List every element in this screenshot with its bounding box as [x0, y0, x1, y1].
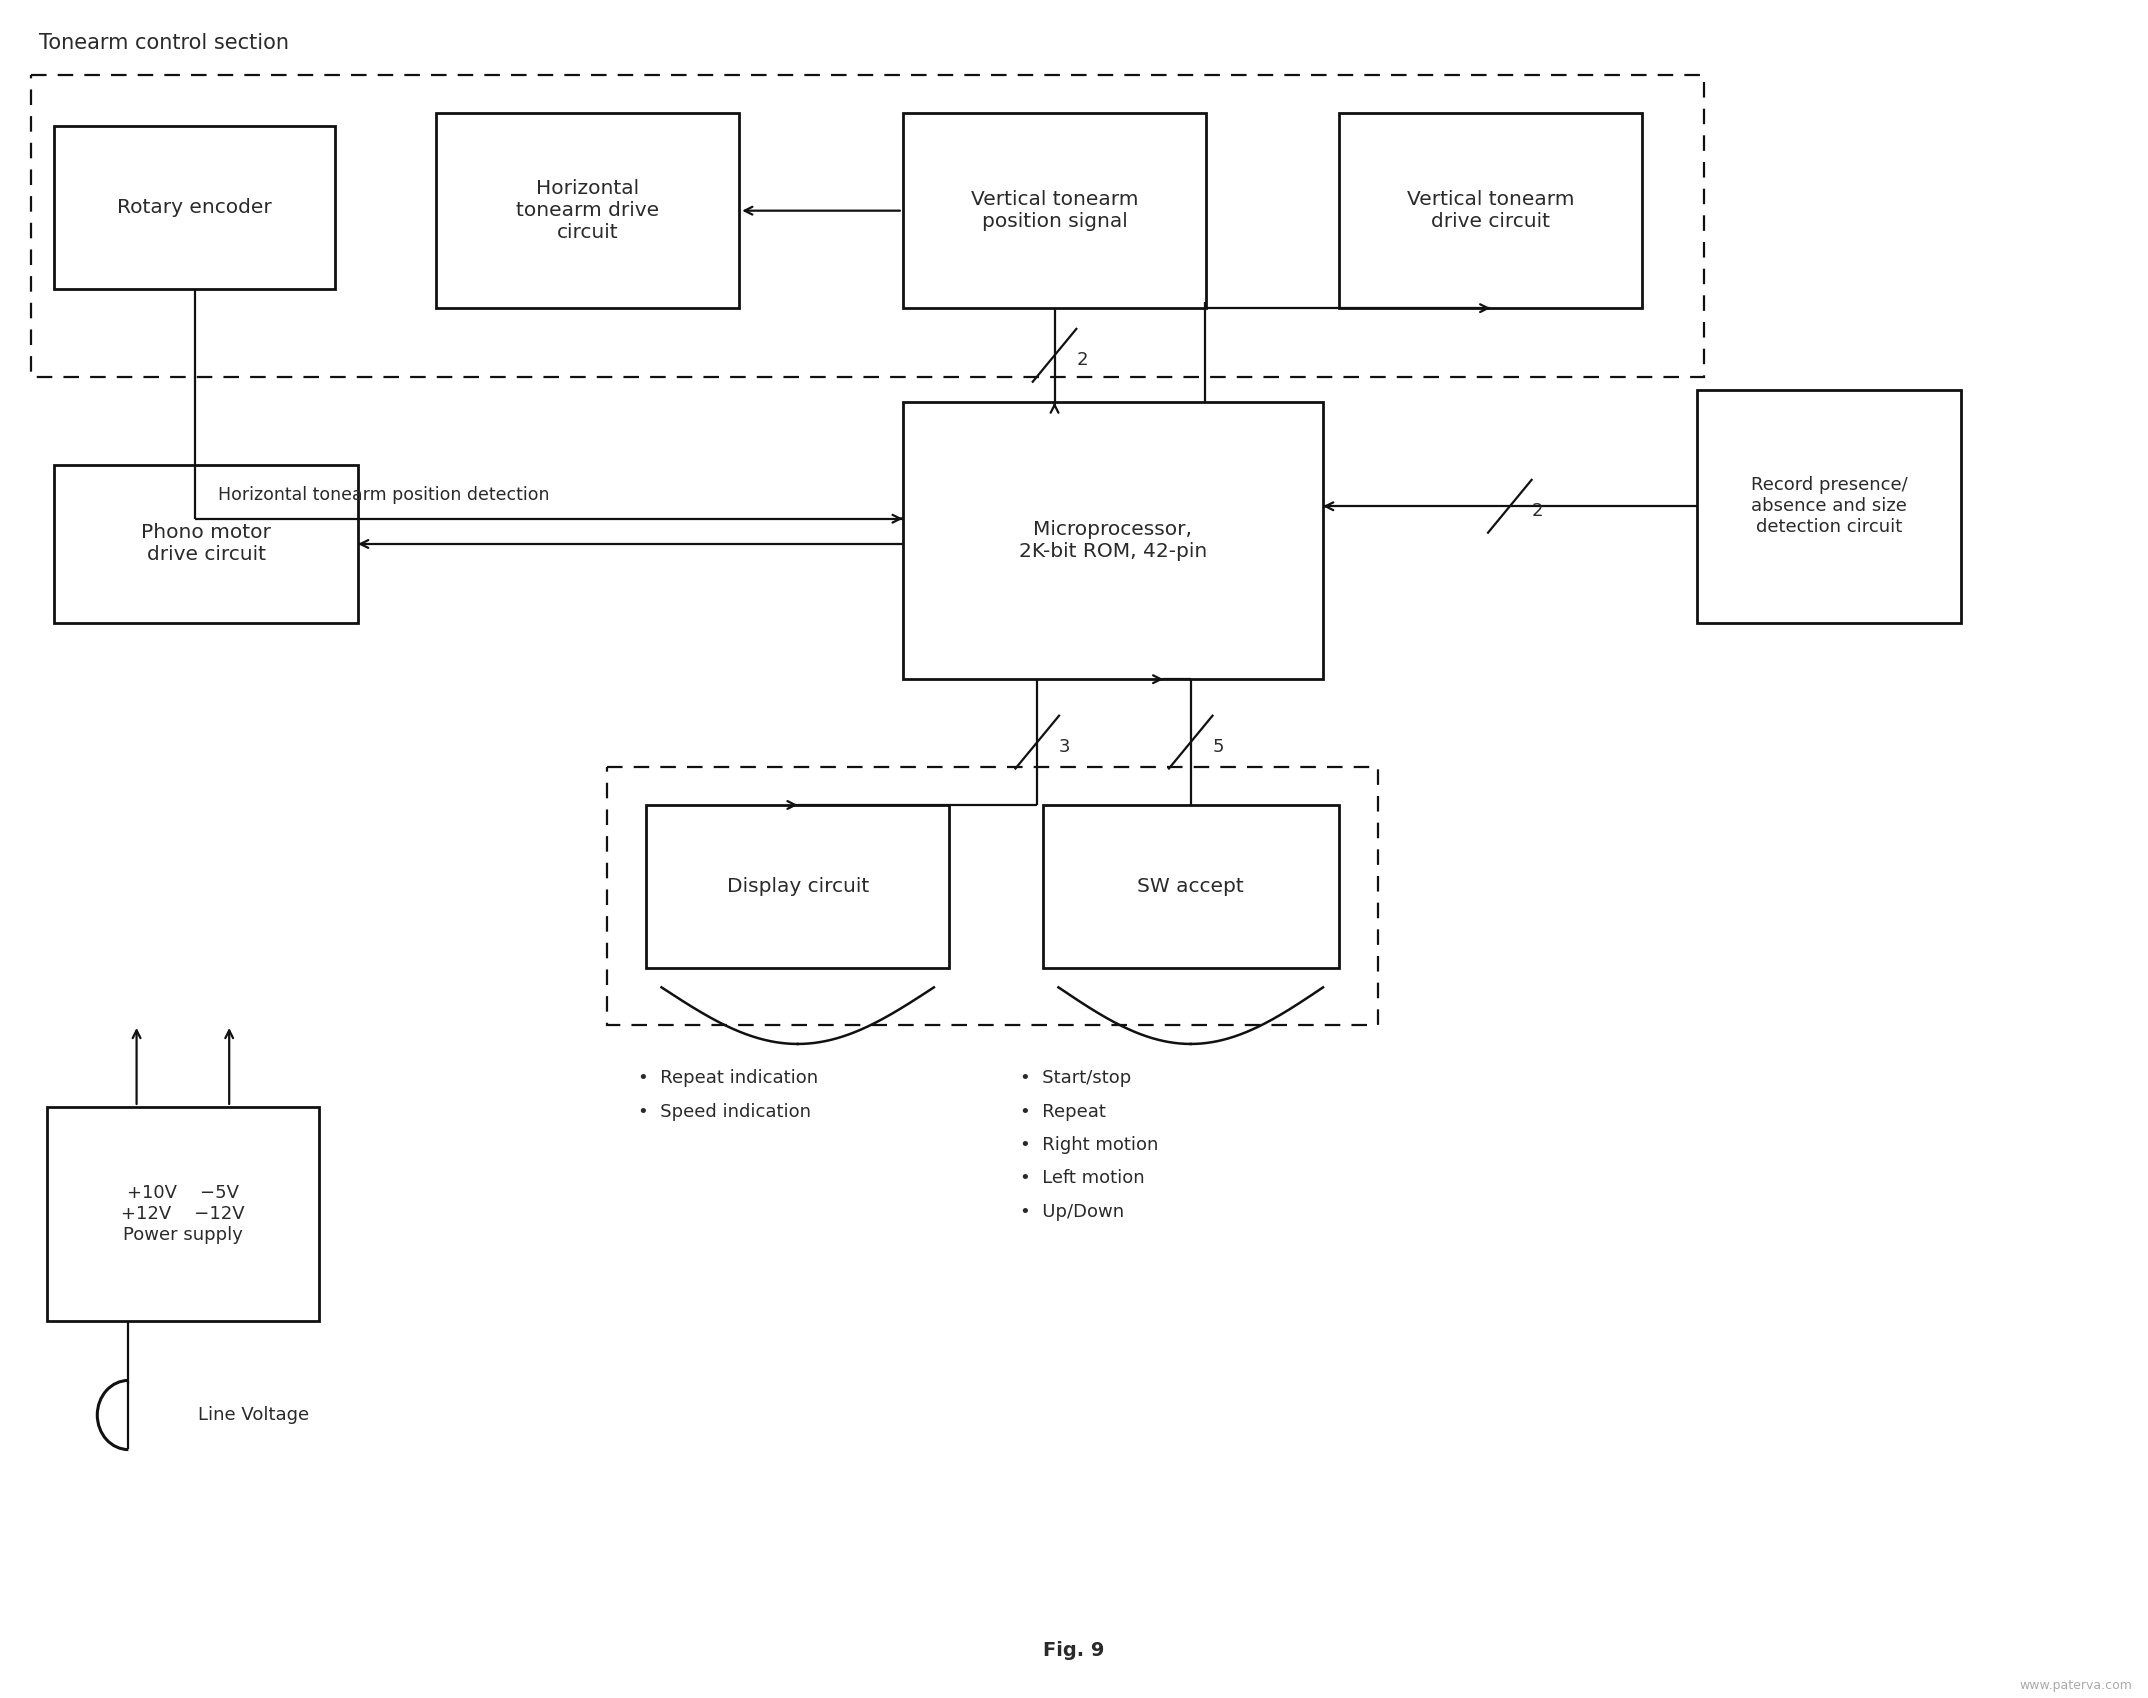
Text: Fig. 9: Fig. 9 — [1044, 1642, 1104, 1661]
Text: www.paterva.com: www.paterva.com — [2019, 1679, 2133, 1691]
Bar — [1338, 114, 1641, 307]
Text: Record presence/
absence and size
detection circuit: Record presence/ absence and size detect… — [1751, 477, 1907, 537]
Text: Horizontal
tonearm drive
circuit: Horizontal tonearm drive circuit — [516, 180, 659, 243]
Text: 3: 3 — [1059, 739, 1070, 756]
Text: •  Repeat indication
•  Speed indication: • Repeat indication • Speed indication — [638, 1070, 818, 1121]
Bar — [54, 465, 359, 623]
Text: +10V    −5V
+12V    −12V
Power supply: +10V −5V +12V −12V Power supply — [120, 1184, 245, 1243]
Text: Tonearm control section: Tonearm control section — [39, 32, 290, 53]
Text: 2: 2 — [1532, 503, 1542, 520]
Bar — [30, 75, 1703, 377]
Bar — [436, 114, 739, 307]
Text: Vertical tonearm
drive circuit: Vertical tonearm drive circuit — [1407, 190, 1574, 231]
Text: Phono motor
drive circuit: Phono motor drive circuit — [142, 523, 271, 564]
Text: Microprocessor,
2K-bit ROM, 42-pin: Microprocessor, 2K-bit ROM, 42-pin — [1018, 520, 1207, 562]
Bar — [647, 805, 949, 968]
Bar — [54, 126, 335, 289]
Text: Line Voltage: Line Voltage — [198, 1406, 309, 1425]
Text: Rotary encoder: Rotary encoder — [118, 199, 273, 217]
Text: Horizontal tonearm position detection: Horizontal tonearm position detection — [217, 486, 550, 504]
Bar — [608, 767, 1377, 1026]
Text: 5: 5 — [1211, 739, 1224, 756]
Bar — [1044, 805, 1338, 968]
Bar — [902, 402, 1323, 679]
Bar — [1697, 391, 1961, 623]
Text: Vertical tonearm
position signal: Vertical tonearm position signal — [971, 190, 1138, 231]
Bar — [47, 1107, 320, 1321]
Text: SW accept: SW accept — [1136, 878, 1244, 897]
Text: 2: 2 — [1076, 351, 1087, 370]
Text: Display circuit: Display circuit — [726, 878, 868, 897]
Text: •  Start/stop
•  Repeat
•  Right motion
•  Left motion
•  Up/Down: • Start/stop • Repeat • Right motion • L… — [1020, 1070, 1158, 1221]
Bar — [902, 114, 1207, 307]
